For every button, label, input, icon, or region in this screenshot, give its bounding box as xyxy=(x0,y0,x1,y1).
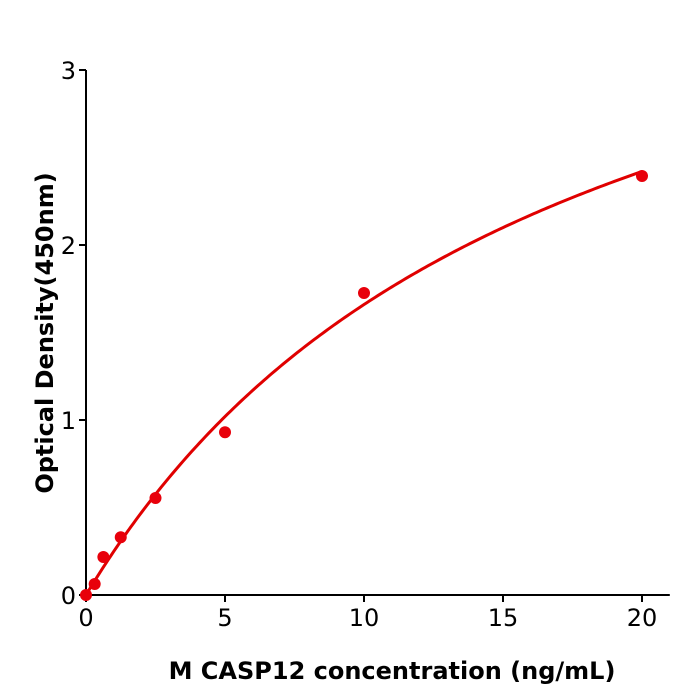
fit-curve-layer xyxy=(84,170,643,596)
data-point xyxy=(114,531,127,544)
data-point xyxy=(80,589,92,601)
fit-curve-line xyxy=(84,170,643,596)
data-point xyxy=(358,286,370,299)
x-tick-label: 15 xyxy=(488,604,519,632)
x-axis-title: M CASP12 concentration (ng/mL) xyxy=(169,657,616,685)
y-tick-label: 0 xyxy=(61,582,76,610)
x-tick-label: 20 xyxy=(627,604,658,632)
data-point xyxy=(149,492,162,505)
y-tick-label: 1 xyxy=(61,407,76,435)
x-tick-label: 5 xyxy=(217,604,232,632)
data-point xyxy=(97,551,110,564)
data-point xyxy=(636,170,648,183)
data-point xyxy=(88,577,101,590)
x-tick-label: 0 xyxy=(78,604,93,632)
axes: 0 5 10 15 20 0 1 2 3 xyxy=(61,57,670,632)
data-point xyxy=(219,426,231,439)
x-tick-label: 10 xyxy=(349,604,380,632)
data-points-layer xyxy=(80,170,648,601)
y-tick-label: 2 xyxy=(61,232,76,260)
y-tick-label: 3 xyxy=(61,57,76,85)
y-axis-title: Optical Density(450nm) xyxy=(31,172,59,493)
